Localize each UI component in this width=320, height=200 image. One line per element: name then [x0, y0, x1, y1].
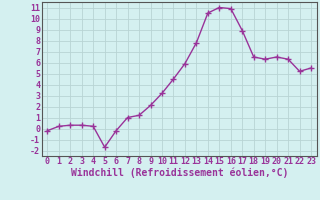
- X-axis label: Windchill (Refroidissement éolien,°C): Windchill (Refroidissement éolien,°C): [70, 168, 288, 178]
